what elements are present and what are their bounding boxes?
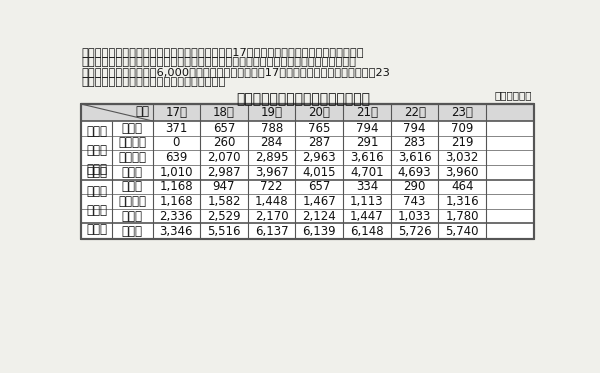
Text: 1,582: 1,582 <box>207 195 241 208</box>
Text: 2,336: 2,336 <box>160 210 193 223</box>
Text: 3,616: 3,616 <box>398 151 431 164</box>
Text: ネット
ワーク
技　術: ネット ワーク 技 術 <box>86 125 107 176</box>
Text: 2,529: 2,529 <box>207 210 241 223</box>
Text: 788: 788 <box>260 122 283 135</box>
Text: 日までの技術系復旧要員数を表１－４に示す。: 日までの技術系復旧要員数を表１－４に示す。 <box>81 77 226 87</box>
Text: 3,960: 3,960 <box>446 166 479 179</box>
Text: 小　計: 小 計 <box>122 166 143 179</box>
Text: 3,032: 3,032 <box>446 151 479 164</box>
Text: 794: 794 <box>356 122 378 135</box>
Text: （単位　人）: （単位 人） <box>495 90 532 100</box>
Text: 1,033: 1,033 <box>398 210 431 223</box>
Text: 17日: 17日 <box>166 106 187 119</box>
Text: 23日: 23日 <box>451 106 473 119</box>
Text: 709: 709 <box>451 122 473 135</box>
Text: 2,070: 2,070 <box>207 151 241 164</box>
Text: 260: 260 <box>213 137 235 150</box>
Text: 722: 722 <box>260 180 283 193</box>
Text: 4,693: 4,693 <box>398 166 431 179</box>
Text: 電力各社: 電力各社 <box>118 137 146 150</box>
Text: 1,113: 1,113 <box>350 195 384 208</box>
Text: 4,015: 4,015 <box>302 166 336 179</box>
Text: 287: 287 <box>308 137 331 150</box>
Text: 290: 290 <box>403 180 426 193</box>
Text: 765: 765 <box>308 122 331 135</box>
Text: 4,701: 4,701 <box>350 166 384 179</box>
Text: 464: 464 <box>451 180 473 193</box>
Text: 1,168: 1,168 <box>160 195 193 208</box>
Text: 表１－４　技術系復旧要員数の推移: 表１－４ 技術系復旧要員数の推移 <box>236 92 371 106</box>
Text: 社　員: 社 員 <box>122 180 143 193</box>
Text: 219: 219 <box>451 137 473 150</box>
Text: 2,170: 2,170 <box>255 210 289 223</box>
Text: 657: 657 <box>213 122 235 135</box>
Text: 3,967: 3,967 <box>255 166 289 179</box>
Text: 18日: 18日 <box>213 106 235 119</box>
Text: 283: 283 <box>404 137 426 150</box>
Text: 5,740: 5,740 <box>446 225 479 238</box>
Text: 協力会社: 協力会社 <box>118 151 146 164</box>
Text: 1,447: 1,447 <box>350 210 384 223</box>
Text: 1,010: 1,010 <box>160 166 193 179</box>
Text: 2,124: 2,124 <box>302 210 336 223</box>
Bar <box>81 104 534 239</box>
Text: 2,963: 2,963 <box>302 151 336 164</box>
Text: 3,346: 3,346 <box>160 225 193 238</box>
Text: 系復旧要員は、１日最大6,000人以上にのぼった。１月17日から応急送電が完了した１月23: 系復旧要員は、１日最大6,000人以上にのぼった。１月17日から応急送電が完了し… <box>81 67 390 77</box>
Text: 2,895: 2,895 <box>255 151 289 164</box>
Text: 6,139: 6,139 <box>302 225 336 238</box>
Text: 6,148: 6,148 <box>350 225 384 238</box>
Text: 5,726: 5,726 <box>398 225 431 238</box>
Text: 947: 947 <box>213 180 235 193</box>
Text: 所に復旧要員を送り込んだ。また他電力会社や、協力会社からも多大な支援を得て、技術: 所に復旧要員を送り込んだ。また他電力会社や、協力会社からも多大な支援を得て、技術 <box>81 57 356 67</box>
Text: 社　員: 社 員 <box>122 122 143 135</box>
Text: 6,137: 6,137 <box>255 225 289 238</box>
Text: 657: 657 <box>308 180 331 193</box>
Text: 1,467: 1,467 <box>302 195 336 208</box>
Text: 334: 334 <box>356 180 378 193</box>
Text: 協力会社: 協力会社 <box>118 195 146 208</box>
Text: 639: 639 <box>165 151 188 164</box>
Text: 5,516: 5,516 <box>207 225 241 238</box>
Text: 284: 284 <box>260 137 283 150</box>
Bar <box>81 104 534 121</box>
Text: 火　力
送　電
変　電
通　信: 火 力 送 電 変 電 通 信 <box>86 166 107 236</box>
Text: 0: 0 <box>173 137 180 150</box>
Text: 743: 743 <box>403 195 426 208</box>
Text: 1,780: 1,780 <box>446 210 479 223</box>
Text: 小　計: 小 計 <box>122 210 143 223</box>
Text: １月: １月 <box>136 105 149 118</box>
Text: 291: 291 <box>356 137 378 150</box>
Text: 総　計: 総 計 <box>122 225 143 238</box>
Text: 3,616: 3,616 <box>350 151 384 164</box>
Text: 1,448: 1,448 <box>255 195 289 208</box>
Text: 1,168: 1,168 <box>160 180 193 193</box>
Text: 19日: 19日 <box>260 106 283 119</box>
Text: 21日: 21日 <box>356 106 378 119</box>
Text: 22日: 22日 <box>404 106 425 119</box>
Bar <box>81 104 534 239</box>
Text: 20日: 20日 <box>308 106 330 119</box>
Text: 2,987: 2,987 <box>207 166 241 179</box>
Text: 1,316: 1,316 <box>445 195 479 208</box>
Text: 復旧については全社的な応援体制をとり、１月17日（地震当日）から神戸支店管内事業: 復旧については全社的な応援体制をとり、１月17日（地震当日）から神戸支店管内事業 <box>81 47 364 57</box>
Text: 371: 371 <box>165 122 188 135</box>
Text: 794: 794 <box>403 122 426 135</box>
